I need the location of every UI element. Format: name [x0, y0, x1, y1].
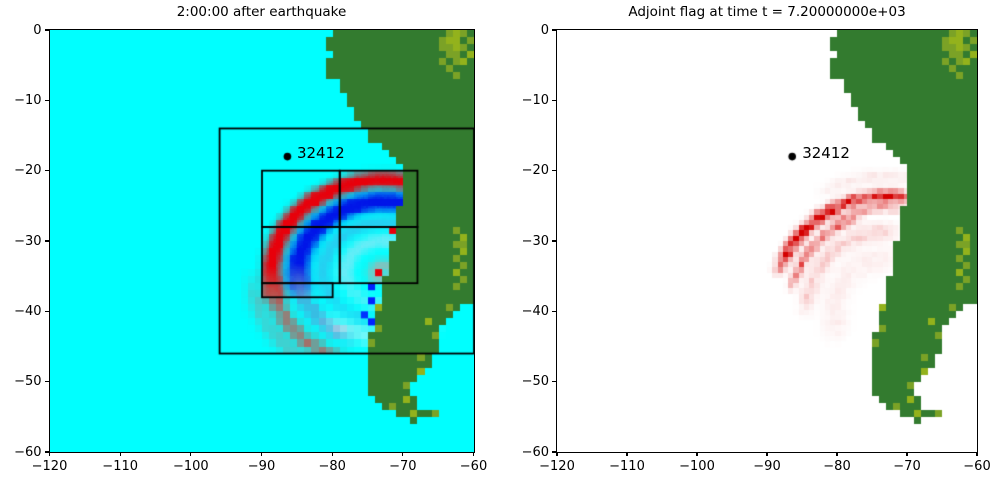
x-tick-mark: [906, 452, 908, 456]
y-tick-label: −50: [14, 374, 42, 390]
x-tick-label: −100: [172, 459, 209, 474]
y-tick-label: 0: [33, 22, 42, 38]
right-plot-title: Adjoint flag at time t = 7.20000000e+03: [628, 4, 906, 20]
x-tick-mark: [260, 452, 263, 456]
y-tick-mark: [552, 170, 556, 172]
y-tick-mark: [44, 240, 49, 242]
x-tick-mark: [836, 452, 838, 456]
x-tick-mark: [472, 452, 475, 456]
x-tick-mark: [48, 452, 51, 456]
y-tick-mark: [552, 310, 556, 312]
adjoint-flag-map: [557, 30, 977, 452]
y-tick-mark: [552, 451, 556, 453]
y-tick-mark: [552, 240, 556, 242]
y-tick-label: −20: [521, 163, 549, 179]
gauge-32412-label: 32412: [802, 143, 850, 162]
x-tick-mark: [766, 452, 768, 456]
left-plot-title: 2:00:00 after earthquake: [176, 4, 347, 20]
y-tick-mark: [44, 451, 49, 453]
x-tick-mark: [626, 452, 628, 456]
gauge-32412-label: 32412: [296, 143, 345, 162]
x-tick-mark: [402, 452, 404, 456]
x-tick-label: −70: [389, 459, 417, 474]
x-tick-label: −80: [318, 459, 346, 474]
x-tick-mark: [696, 452, 698, 456]
y-tick-label: −10: [521, 92, 549, 108]
x-tick-label: −110: [102, 459, 139, 474]
x-tick-mark: [190, 452, 192, 456]
x-tick-label: −90: [753, 459, 781, 474]
x-tick-mark: [119, 452, 121, 456]
x-tick-label: −110: [609, 459, 645, 474]
x-tick-mark: [556, 452, 558, 456]
y-tick-mark: [44, 310, 49, 312]
y-tick-label: −30: [521, 233, 549, 249]
adjoint-flag-axes: [556, 29, 978, 453]
y-tick-mark: [44, 99, 49, 101]
y-tick-mark: [552, 99, 556, 101]
y-tick-label: −60: [521, 444, 549, 460]
y-tick-label: −20: [14, 163, 42, 179]
y-tick-label: −10: [14, 92, 42, 108]
x-tick-label: −70: [893, 459, 921, 474]
y-tick-label: −50: [521, 374, 549, 390]
x-tick-label: −120: [539, 459, 575, 474]
x-tick-mark: [331, 452, 333, 456]
y-tick-mark: [552, 29, 556, 31]
y-tick-mark: [44, 381, 49, 383]
x-tick-label: −120: [31, 459, 68, 474]
forward-solution-axes: [48, 29, 475, 453]
x-tick-label: −90: [247, 459, 276, 474]
y-tick-label: 0: [540, 22, 549, 38]
y-tick-mark: [552, 381, 556, 383]
y-tick-label: −60: [14, 444, 42, 460]
x-tick-label: −80: [823, 459, 851, 474]
y-tick-label: −30: [14, 233, 42, 249]
x-tick-label: −60: [963, 459, 991, 474]
forward-solution-map: [49, 30, 474, 452]
y-tick-mark: [44, 29, 49, 31]
x-tick-label: −100: [679, 459, 715, 474]
y-tick-label: −40: [521, 303, 549, 319]
x-tick-label: −60: [459, 459, 488, 474]
y-tick-mark: [44, 170, 49, 172]
x-tick-mark: [976, 452, 978, 456]
y-tick-label: −40: [14, 303, 42, 319]
